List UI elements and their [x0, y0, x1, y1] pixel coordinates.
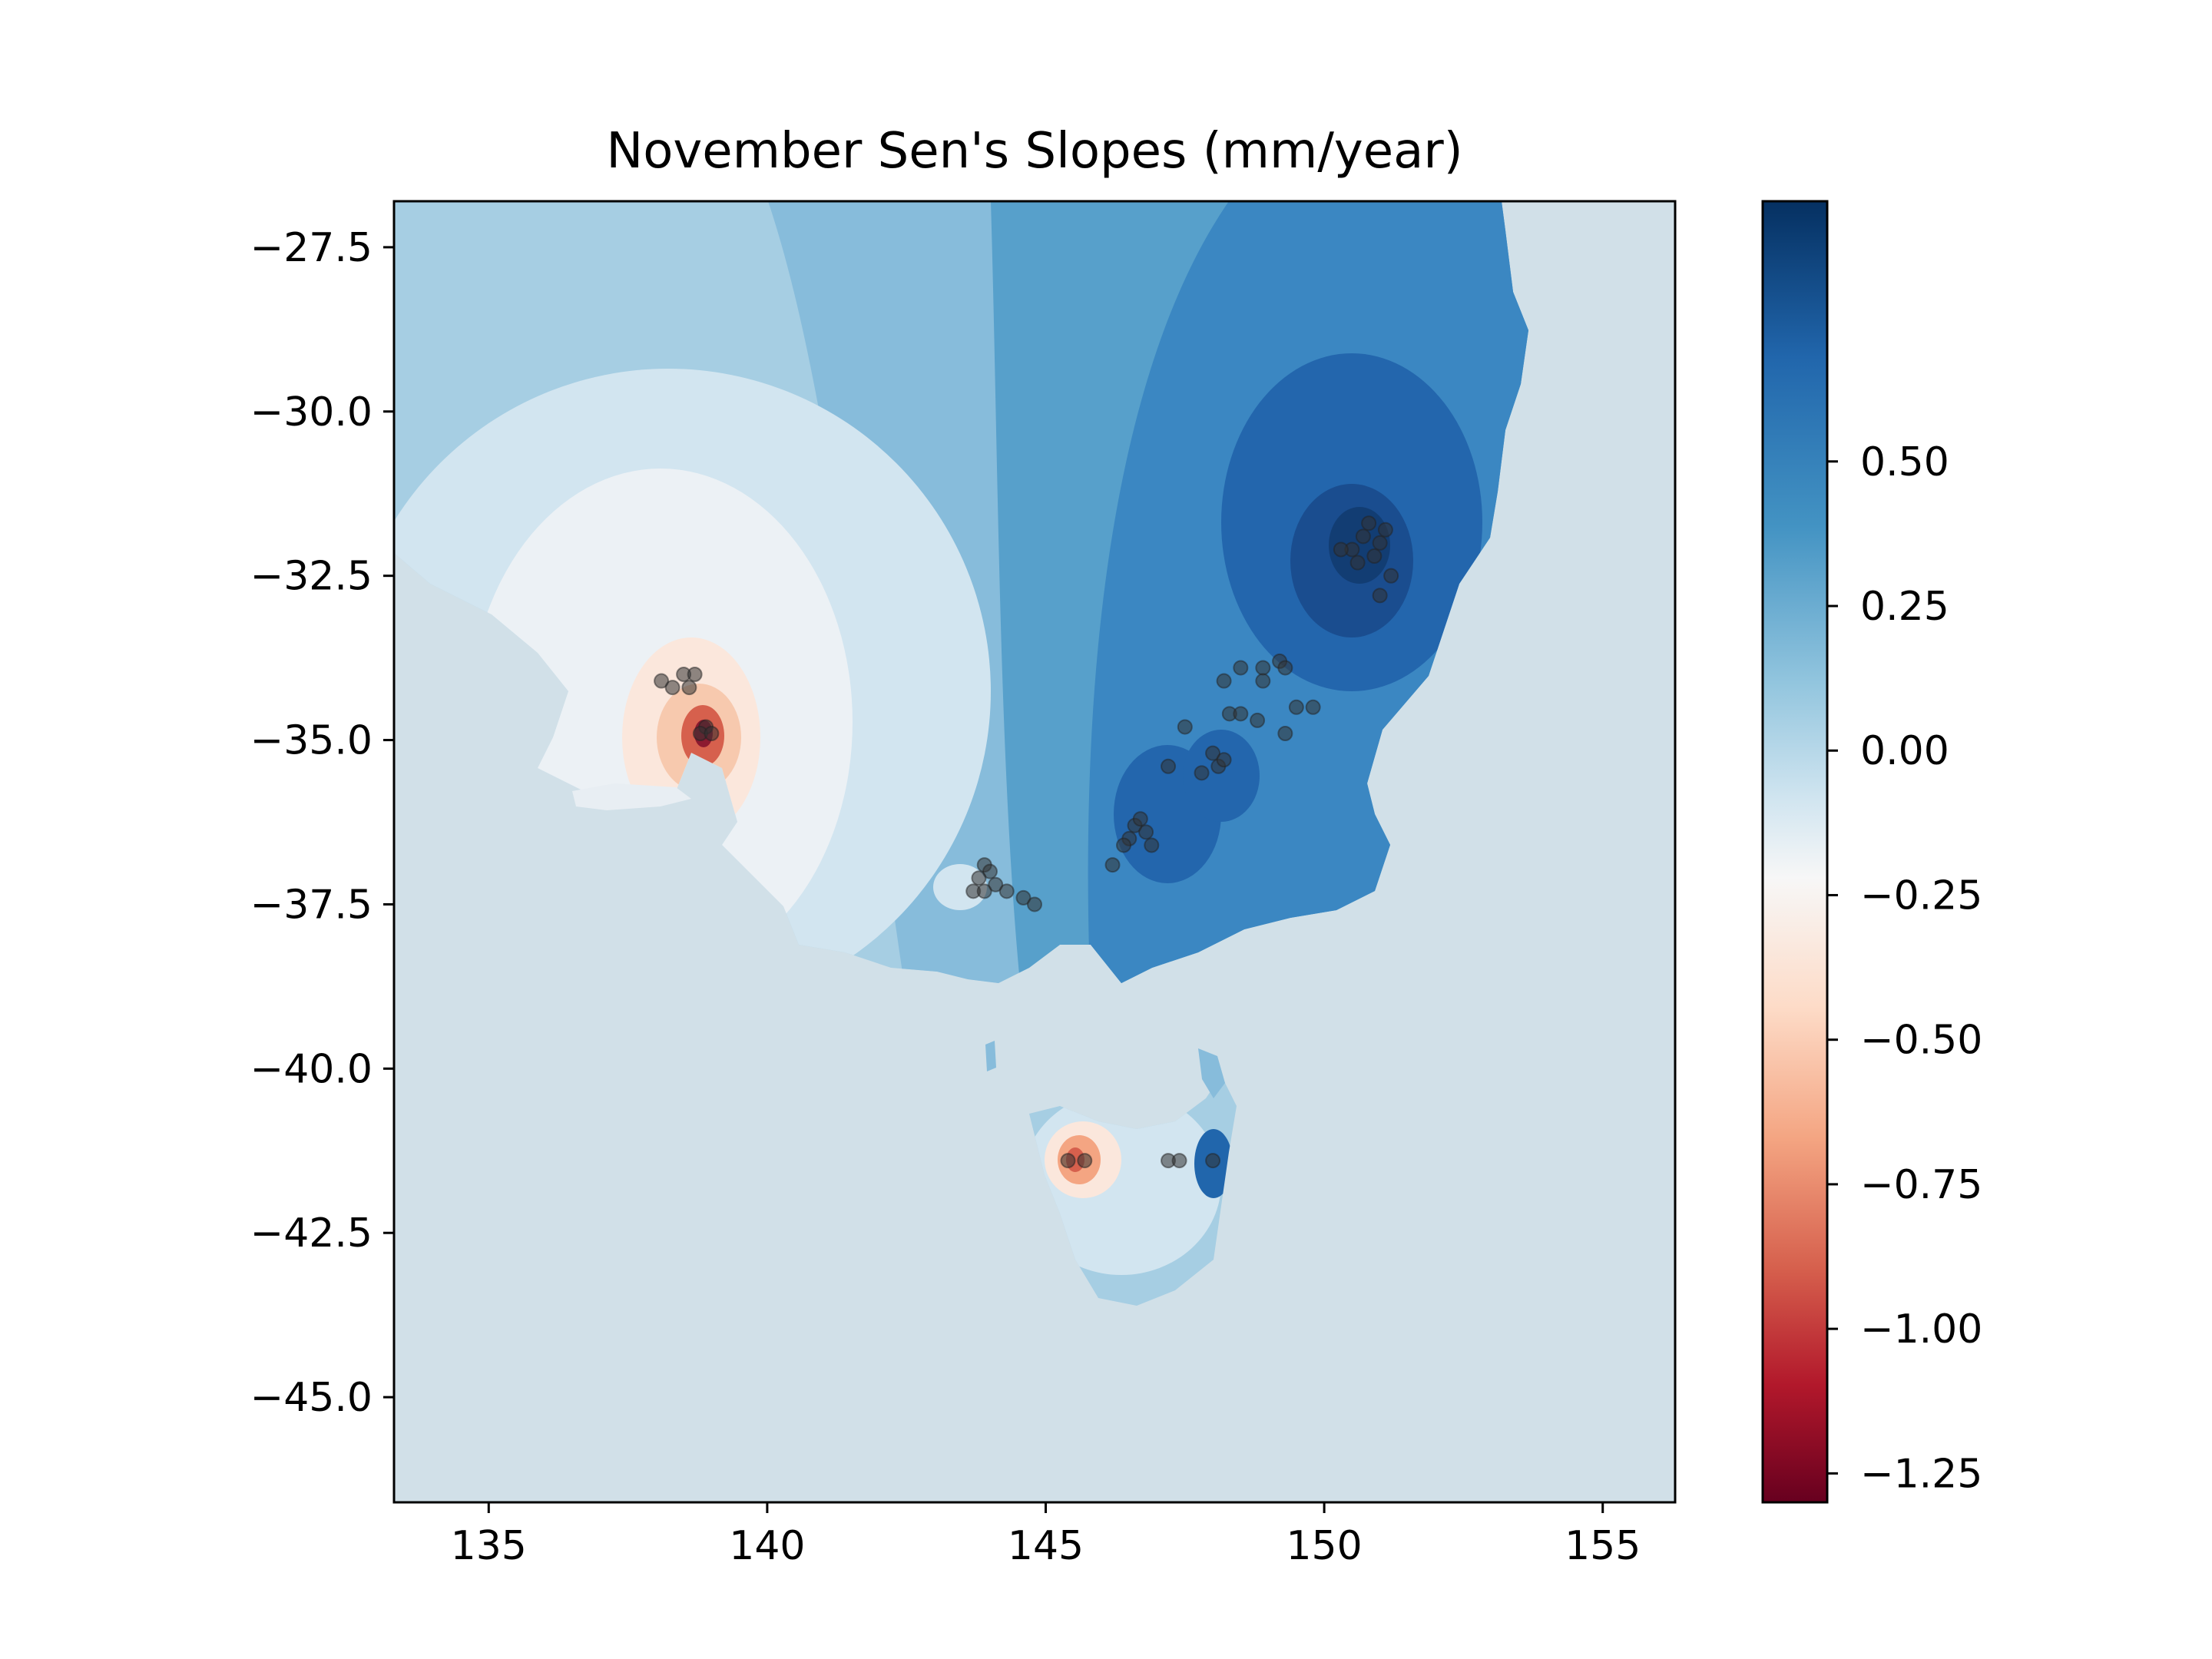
station-marker: [1333, 541, 1349, 558]
station-marker: [687, 667, 703, 682]
station-marker: [998, 883, 1015, 899]
station-marker: [1116, 837, 1132, 853]
station-marker: [1194, 765, 1210, 781]
station-marker: [1383, 568, 1399, 584]
x-tick-label: 150: [1286, 1523, 1362, 1569]
map-area: [394, 201, 1675, 1502]
x-tick-label: 140: [729, 1523, 805, 1569]
axes-frame: [392, 200, 1677, 1504]
station-marker: [654, 673, 670, 689]
station-marker: [1233, 660, 1249, 676]
station-marker: [1138, 824, 1154, 840]
station-marker: [1060, 1153, 1076, 1169]
station-marker: [976, 883, 992, 899]
y-tick-label: −45.0: [250, 1375, 373, 1421]
station-marker: [1205, 1153, 1221, 1169]
station-marker: [988, 876, 1004, 892]
colorbar-tick-label: −0.75: [1860, 1162, 1982, 1208]
station-marker: [1366, 548, 1382, 564]
island-flinders: [1198, 1048, 1225, 1098]
station-marker: [1216, 673, 1232, 689]
station-marker: [1305, 699, 1321, 715]
mainland-slope-field: [394, 201, 1528, 983]
station-marker: [704, 726, 720, 741]
station-marker: [1377, 522, 1393, 538]
colorbar-tick-label: −0.50: [1860, 1018, 1982, 1064]
station-marker: [1132, 811, 1148, 827]
station-marker: [1277, 726, 1293, 741]
chart-title: November Sen's Slopes (mm/year): [606, 123, 1462, 180]
station-marker: [1177, 719, 1193, 735]
colorbar-tick-label: 0.50: [1860, 439, 1949, 485]
x-tick-label: 135: [451, 1523, 527, 1569]
colorbar-ticks: 0.50 0.25 0.00 −0.25 −0.50 −0.75 −1.00 −1.25: [1827, 439, 1982, 1497]
colorbar-tick-label: 0.00: [1860, 728, 1949, 774]
station-marker: [1161, 758, 1177, 774]
station-marker: [1349, 555, 1366, 571]
x-tick-label: 155: [1565, 1523, 1641, 1569]
station-marker: [1233, 706, 1249, 722]
island-king: [985, 1041, 996, 1071]
y-axis: −27.5 −30.0 −32.5 −35.0 −37.5 −40.0 −42.5 −45.0: [250, 225, 394, 1421]
y-tick-label: −37.5: [250, 882, 373, 928]
station-marker: [1255, 673, 1271, 689]
y-tick-label: −35.0: [250, 718, 373, 764]
y-tick-label: −42.5: [250, 1210, 373, 1257]
colorbar-tick-label: −1.00: [1860, 1306, 1982, 1353]
colorbar-tick-label: −0.25: [1860, 873, 1982, 919]
station-marker: [1255, 660, 1271, 676]
station-marker: [1288, 699, 1304, 715]
station-marker: [664, 680, 680, 696]
colorbar: [1761, 200, 1829, 1504]
station-marker: [1171, 1153, 1187, 1169]
colorbar-tick-label: −1.25: [1860, 1451, 1982, 1497]
y-tick-label: −27.5: [250, 225, 373, 271]
station-marker: [1027, 896, 1042, 912]
station-marker: [1077, 1153, 1093, 1169]
x-tick-label: 145: [1008, 1523, 1084, 1569]
station-marker: [1355, 528, 1371, 545]
station-marker: [1104, 857, 1121, 873]
y-tick-label: −40.0: [250, 1046, 373, 1092]
station-marker: [681, 680, 697, 696]
station-marker: [1250, 712, 1266, 728]
y-tick-label: −30.0: [250, 389, 373, 435]
x-axis: 135 140 145 150 155: [451, 1502, 1641, 1569]
station-marker: [1015, 889, 1031, 906]
station-marker: [1216, 752, 1232, 768]
station-marker: [1205, 745, 1221, 761]
station-marker: [982, 863, 998, 879]
station-marker: [1361, 515, 1377, 531]
colorbar-tick-label: 0.25: [1860, 584, 1949, 630]
station-marker: [1277, 660, 1293, 676]
island-kangaroo: [572, 783, 691, 810]
station-marker: [1144, 837, 1160, 853]
station-marker: [1372, 588, 1388, 604]
y-tick-label: −32.5: [250, 554, 373, 600]
station-marker: [1372, 535, 1388, 551]
station-markers: [654, 515, 1399, 1169]
station-marker: [971, 870, 987, 886]
